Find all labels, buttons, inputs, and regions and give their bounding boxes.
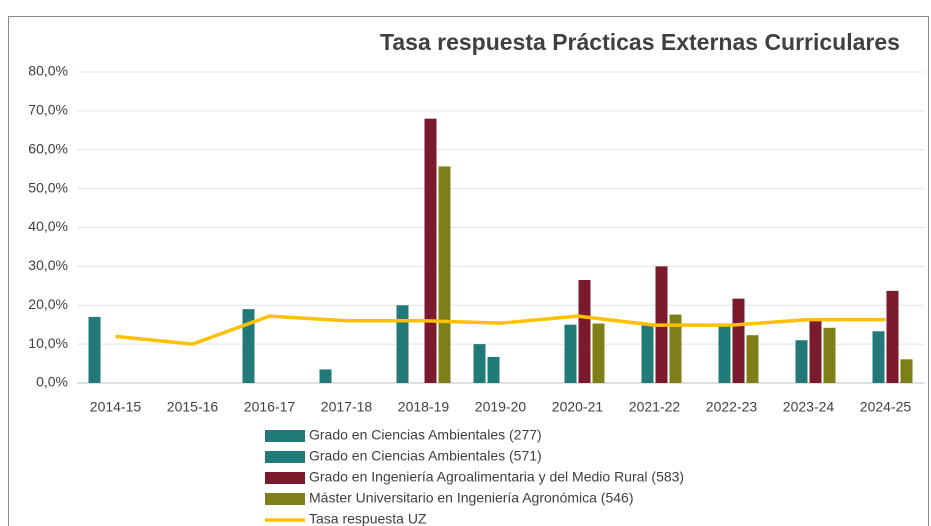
bar <box>809 320 822 383</box>
x-tick-label: 2015-16 <box>167 399 219 415</box>
x-tick-label: 2019-20 <box>475 399 527 415</box>
legend-label: Grado en Ciencias Ambientales (277) <box>309 427 542 443</box>
bar <box>795 340 808 383</box>
bar <box>319 369 332 383</box>
legend-swatch <box>265 430 305 442</box>
y-tick-label: 40,0% <box>28 218 68 234</box>
legend-label: Máster Universitario en Ingeniería Agron… <box>309 490 634 506</box>
bar <box>900 359 913 383</box>
y-tick-label: 50,0% <box>28 179 68 195</box>
bar <box>396 305 409 383</box>
bar <box>88 316 101 383</box>
x-tick-label: 2023-24 <box>783 399 835 415</box>
bar <box>886 290 899 383</box>
bar <box>872 331 885 383</box>
legend-label: Grado en Ingeniería Agroalimentaria y de… <box>309 469 684 485</box>
bar <box>669 314 682 383</box>
bar <box>746 335 759 383</box>
x-tick-label: 2024-25 <box>860 399 912 415</box>
y-tick-label: 70,0% <box>28 102 68 118</box>
y-tick-label: 20,0% <box>28 296 68 312</box>
line-series <box>115 314 886 346</box>
bar <box>592 323 605 383</box>
bar <box>438 166 451 383</box>
x-tick-label: 2020-21 <box>552 399 604 415</box>
bar <box>578 279 591 383</box>
legend-label: Grado en Ciencias Ambientales (571) <box>309 448 542 464</box>
bar <box>473 344 486 383</box>
x-tick-label: 2016-17 <box>244 399 296 415</box>
bar <box>718 325 731 383</box>
chart-frame <box>8 16 929 526</box>
x-tick-label: 2021-22 <box>629 399 681 415</box>
legend-swatch <box>265 493 305 505</box>
x-tick-label: 2018-19 <box>398 399 450 415</box>
x-tick-label: 2017-18 <box>321 399 373 415</box>
y-tick-label: 10,0% <box>28 335 68 351</box>
legend-swatch <box>265 472 305 484</box>
chart-title: Tasa respuesta Prácticas Externas Curric… <box>380 29 900 55</box>
bar <box>487 356 500 383</box>
legend-label: Tasa respuesta UZ <box>309 511 427 526</box>
bar <box>732 298 745 383</box>
y-tick-label: 80,0% <box>28 63 68 79</box>
y-tick-label: 0,0% <box>36 374 68 390</box>
bar <box>424 118 437 384</box>
y-tick-label: 30,0% <box>28 257 68 273</box>
legend-swatch <box>265 451 305 463</box>
bar <box>641 324 654 383</box>
y-tick-label: 60,0% <box>28 140 68 156</box>
x-tick-label: 2014-15 <box>90 399 142 415</box>
bar <box>564 324 577 383</box>
bar <box>823 327 836 383</box>
bar <box>242 309 255 383</box>
x-tick-label: 2022-23 <box>706 399 758 415</box>
